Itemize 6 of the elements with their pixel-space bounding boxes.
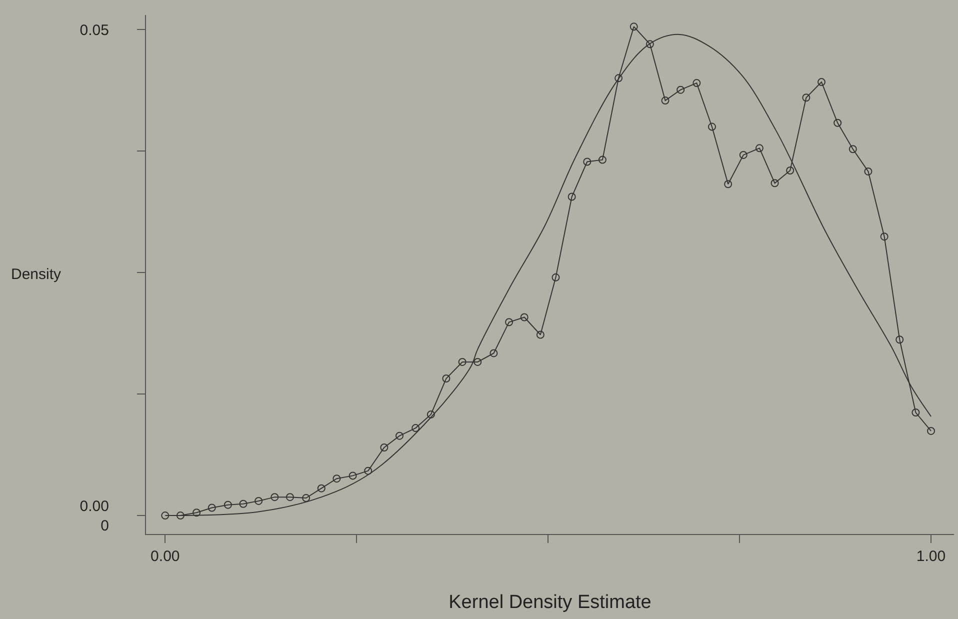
y-tick-label: 0.000 [80,498,109,535]
x-tick-label: 0.00 [150,548,180,565]
y-tick-label: 0.05 [80,22,109,39]
x-tick-label: 1.00 [916,548,946,565]
x-axis-title: Kernel Density Estimate [448,592,652,613]
y-axis-title: Density [11,266,62,283]
